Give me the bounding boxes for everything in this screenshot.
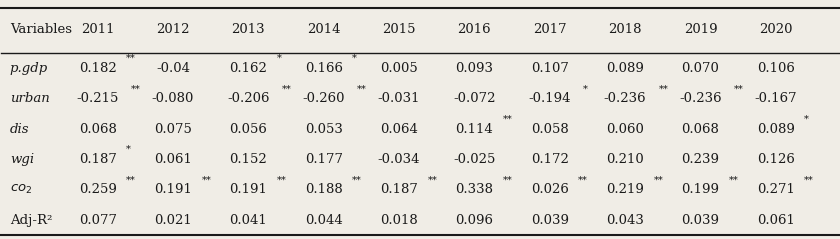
Text: 0.191: 0.191 <box>229 183 267 196</box>
Text: 0.058: 0.058 <box>531 123 569 136</box>
Text: urban: urban <box>10 92 50 105</box>
Text: -0.236: -0.236 <box>604 92 647 105</box>
Text: **: ** <box>654 175 664 184</box>
Text: 0.053: 0.053 <box>305 123 343 136</box>
Text: **: ** <box>357 84 367 93</box>
Text: 2015: 2015 <box>382 23 416 36</box>
Text: *: * <box>277 54 281 63</box>
Text: 0.219: 0.219 <box>606 183 644 196</box>
Text: -0.167: -0.167 <box>754 92 797 105</box>
Text: 0.060: 0.060 <box>606 123 644 136</box>
Text: 0.239: 0.239 <box>681 153 720 166</box>
Text: 0.114: 0.114 <box>455 123 493 136</box>
Text: 0.166: 0.166 <box>305 62 343 75</box>
Text: Adj-R²: Adj-R² <box>10 214 52 227</box>
Text: -0.080: -0.080 <box>152 92 194 105</box>
Text: 2012: 2012 <box>156 23 190 36</box>
Text: -0.025: -0.025 <box>454 153 496 166</box>
Text: 2016: 2016 <box>458 23 491 36</box>
Text: -0.215: -0.215 <box>76 92 118 105</box>
Text: 2018: 2018 <box>608 23 642 36</box>
Text: 0.096: 0.096 <box>455 214 493 227</box>
Text: 0.039: 0.039 <box>681 214 720 227</box>
Text: 0.126: 0.126 <box>757 153 795 166</box>
Text: 0.061: 0.061 <box>757 214 795 227</box>
Text: 0.338: 0.338 <box>455 183 493 196</box>
Text: **: ** <box>503 175 512 184</box>
Text: 0.187: 0.187 <box>79 153 117 166</box>
Text: 0.210: 0.210 <box>606 153 644 166</box>
Text: 0.191: 0.191 <box>154 183 192 196</box>
Text: 0.106: 0.106 <box>757 62 795 75</box>
Text: *: * <box>352 54 357 63</box>
Text: **: ** <box>428 175 438 184</box>
Text: 0.061: 0.061 <box>154 153 192 166</box>
Text: -0.04: -0.04 <box>156 62 190 75</box>
Text: **: ** <box>277 175 286 184</box>
Text: **: ** <box>729 175 738 184</box>
Text: **: ** <box>126 175 136 184</box>
Text: 0.199: 0.199 <box>681 183 720 196</box>
Text: p.gdp: p.gdp <box>10 62 48 75</box>
Text: -0.072: -0.072 <box>453 92 496 105</box>
Text: 0.259: 0.259 <box>79 183 117 196</box>
Text: 0.070: 0.070 <box>681 62 719 75</box>
Text: 2013: 2013 <box>232 23 265 36</box>
Text: -0.260: -0.260 <box>302 92 345 105</box>
Text: 0.271: 0.271 <box>757 183 795 196</box>
Text: *: * <box>804 115 809 124</box>
Text: 0.152: 0.152 <box>229 153 267 166</box>
Text: 0.187: 0.187 <box>381 183 418 196</box>
Text: 0.075: 0.075 <box>154 123 192 136</box>
Text: 2017: 2017 <box>533 23 567 36</box>
Text: **: ** <box>503 115 512 124</box>
Text: -0.236: -0.236 <box>680 92 722 105</box>
Text: 0.093: 0.093 <box>455 62 493 75</box>
Text: **: ** <box>202 175 211 184</box>
Text: 0.056: 0.056 <box>229 123 267 136</box>
Text: 0.177: 0.177 <box>305 153 343 166</box>
Text: 0.162: 0.162 <box>229 62 267 75</box>
Text: *: * <box>583 84 588 93</box>
Text: 0.068: 0.068 <box>681 123 719 136</box>
Text: 0.077: 0.077 <box>79 214 117 227</box>
Text: dis: dis <box>10 123 29 136</box>
Text: 0.018: 0.018 <box>381 214 418 227</box>
Text: 0.182: 0.182 <box>79 62 117 75</box>
Text: 2014: 2014 <box>307 23 340 36</box>
Text: 0.107: 0.107 <box>531 62 569 75</box>
Text: 0.172: 0.172 <box>531 153 569 166</box>
Text: $\mathit{co}_2$: $\mathit{co}_2$ <box>10 183 32 196</box>
Text: -0.206: -0.206 <box>227 92 270 105</box>
Text: Variables: Variables <box>10 23 71 36</box>
Text: 0.068: 0.068 <box>79 123 117 136</box>
Text: wgi: wgi <box>10 153 34 166</box>
Text: 0.044: 0.044 <box>305 214 343 227</box>
Text: 0.089: 0.089 <box>606 62 644 75</box>
Text: **: ** <box>659 84 669 93</box>
Text: 0.064: 0.064 <box>381 123 418 136</box>
Text: 0.039: 0.039 <box>531 214 569 227</box>
Text: **: ** <box>804 175 814 184</box>
Text: 0.089: 0.089 <box>757 123 795 136</box>
Text: **: ** <box>578 175 588 184</box>
Text: **: ** <box>734 84 743 93</box>
Text: 0.021: 0.021 <box>155 214 192 227</box>
Text: *: * <box>126 145 131 154</box>
Text: -0.034: -0.034 <box>378 153 420 166</box>
Text: 0.041: 0.041 <box>229 214 267 227</box>
Text: **: ** <box>131 84 141 93</box>
Text: **: ** <box>126 54 136 63</box>
Text: 0.043: 0.043 <box>606 214 644 227</box>
Text: 2019: 2019 <box>684 23 717 36</box>
Text: -0.194: -0.194 <box>528 92 571 105</box>
Text: 0.188: 0.188 <box>305 183 343 196</box>
Text: **: ** <box>282 84 291 93</box>
Text: 2011: 2011 <box>81 23 114 36</box>
Text: **: ** <box>352 175 362 184</box>
Text: -0.031: -0.031 <box>378 92 420 105</box>
Text: 2020: 2020 <box>759 23 793 36</box>
Text: 0.005: 0.005 <box>381 62 418 75</box>
Text: 0.026: 0.026 <box>531 183 569 196</box>
